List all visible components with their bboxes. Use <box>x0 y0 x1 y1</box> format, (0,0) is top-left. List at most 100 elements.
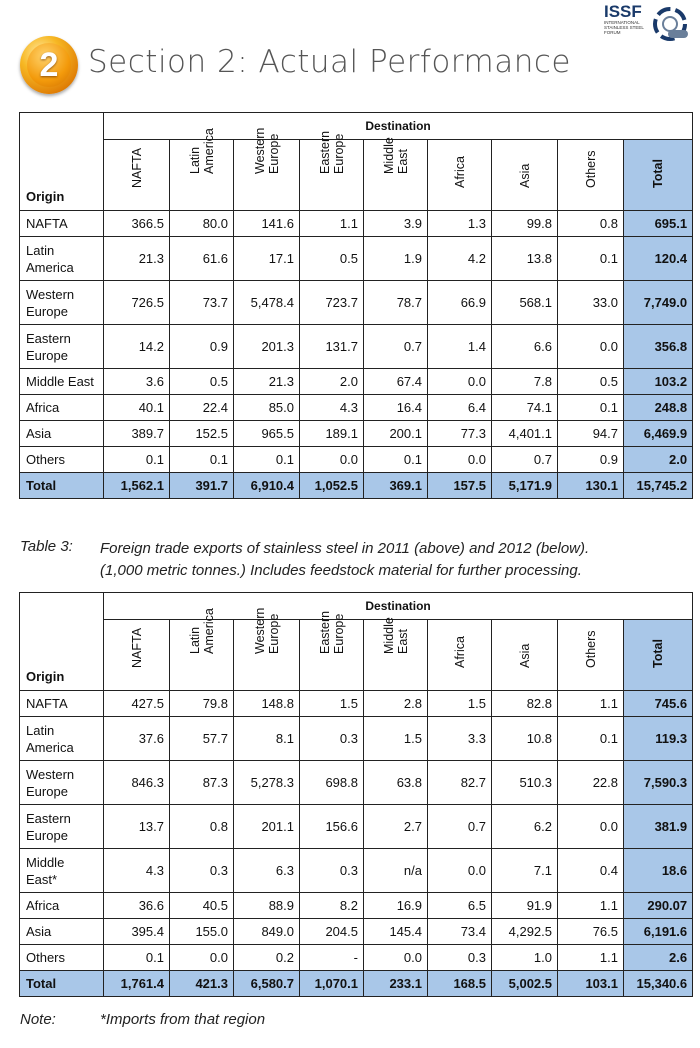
table-cell: 0.5 <box>299 236 364 281</box>
table-cell: 22.8 <box>557 760 624 805</box>
table-row: Asia 395.4 155.0 849.0 204.5 145.4 73.4 4,292.5… <box>19 918 694 945</box>
grand-total: 15,340.6 <box>622 970 694 997</box>
table-cell: 4.2 <box>427 236 492 281</box>
table-cell: 79.8 <box>169 690 234 717</box>
column-label: Total <box>651 159 666 188</box>
total-cell: 6,910.4 <box>233 472 300 499</box>
table-cell: 0.0 <box>299 446 364 473</box>
table-cell: 200.1 <box>363 420 428 447</box>
table-cell: 13.8 <box>491 236 558 281</box>
table-cell: 0.0 <box>363 944 428 971</box>
column-label: Asia <box>517 163 532 188</box>
table-cell: 21.3 <box>233 368 300 395</box>
table-cell: 1.1 <box>557 690 624 717</box>
table-cell: 4,401.1 <box>491 420 558 447</box>
row-total: 6,191.6 <box>622 918 694 945</box>
table-cell: 201.3 <box>233 324 300 369</box>
column-header: Others <box>557 619 624 691</box>
column-label: Total <box>651 639 666 668</box>
column-label: NAFTA <box>129 627 144 668</box>
table-cell: 6.4 <box>427 394 492 421</box>
column-header: Africa <box>427 619 492 691</box>
table-cell: 723.7 <box>299 280 364 325</box>
table-cell: 82.7 <box>427 760 492 805</box>
table-cell: 1.1 <box>299 210 364 237</box>
table-cell: 73.4 <box>427 918 492 945</box>
table-cell: 14.2 <box>103 324 170 369</box>
table-cell: 61.6 <box>169 236 234 281</box>
table-cell: 427.5 <box>103 690 170 717</box>
table-cell: 1.5 <box>299 690 364 717</box>
table-cell: 0.0 <box>169 944 234 971</box>
total-cell: 130.1 <box>557 472 624 499</box>
row-total: 2.6 <box>622 944 694 971</box>
table-cell: 568.1 <box>491 280 558 325</box>
table-cell: 13.7 <box>103 804 170 849</box>
column-label: Asia <box>517 643 532 668</box>
column-header: Eastern Europe <box>299 131 364 211</box>
table-cell: 155.0 <box>169 918 234 945</box>
table-cell: 0.0 <box>557 324 624 369</box>
table-cell: 1.9 <box>363 236 428 281</box>
table-cell: 78.7 <box>363 280 428 325</box>
caption-label: Table 3: <box>20 538 73 555</box>
total-label: Total <box>19 970 104 997</box>
row-origin: Others <box>19 446 104 473</box>
table-row: Western Europe 726.5 73.7 5,478.4 723.7 78.7 6… <box>19 280 694 325</box>
total-cell: 233.1 <box>363 970 428 997</box>
total-cell: 6,580.7 <box>233 970 300 997</box>
page-header: 2 Section 2: Actual Performance ISSF INT… <box>0 0 700 110</box>
column-label: Eastern Europe <box>317 610 346 654</box>
table-cell: 17.1 <box>233 236 300 281</box>
table-cell: 0.8 <box>169 804 234 849</box>
table-cell: 395.4 <box>103 918 170 945</box>
row-origin: Eastern Europe <box>19 324 104 369</box>
destination-header: Destination <box>102 592 694 620</box>
table-row: Middle East 3.6 0.5 21.3 2.0 67.4 0.0 7.8 0.5 103… <box>19 368 694 395</box>
table-cell: 148.8 <box>233 690 300 717</box>
column-header: Asia <box>491 619 558 691</box>
table-cell: 0.9 <box>169 324 234 369</box>
table-cell: 0.1 <box>233 446 300 473</box>
table-cell: 82.8 <box>491 690 558 717</box>
table-cell: 57.7 <box>169 716 234 761</box>
caption-text: Foreign trade exports of stainless steel… <box>100 540 590 579</box>
table-cell: 131.7 <box>299 324 364 369</box>
logo-subtext: INTERNATIONAL STAINLESS STEEL FORUM <box>604 20 644 35</box>
table-cell: 1.5 <box>363 716 428 761</box>
column-label: Eastern Europe <box>317 130 346 174</box>
table-cell: 91.9 <box>491 892 558 919</box>
row-total: 356.8 <box>622 324 694 369</box>
total-cell: 157.5 <box>427 472 492 499</box>
column-label: Middle East <box>381 617 410 654</box>
row-total: 120.4 <box>622 236 694 281</box>
row-origin: Latin America <box>19 236 104 281</box>
column-label: Latin America <box>187 128 216 174</box>
table-cell: 74.1 <box>491 394 558 421</box>
table-cell: 37.6 <box>103 716 170 761</box>
table-row: Others 0.1 0.0 0.2-0.0 0.3 1.0 1.1 2.6 <box>19 944 694 971</box>
table-cell: 87.3 <box>169 760 234 805</box>
row-total: 695.1 <box>622 210 694 237</box>
row-origin: Middle East <box>19 368 104 395</box>
table-cell: 4,292.5 <box>491 918 558 945</box>
table-cell: 40.1 <box>103 394 170 421</box>
column-header: Middle East <box>363 137 428 211</box>
row-total: 119.3 <box>622 716 694 761</box>
table-cell: 21.3 <box>103 236 170 281</box>
table-cell: 0.7 <box>363 324 428 369</box>
row-origin: Middle East* <box>19 848 104 893</box>
page-title: Section 2: Actual Performance <box>88 44 571 80</box>
row-total: 248.8 <box>622 394 694 421</box>
column-label: Africa <box>452 156 467 188</box>
table-cell: 0.8 <box>557 210 624 237</box>
table-cell: 66.9 <box>427 280 492 325</box>
table-cell: 0.9 <box>557 446 624 473</box>
total-cell: 168.5 <box>427 970 492 997</box>
row-total: 18.6 <box>622 848 694 893</box>
table-cell: 0.1 <box>557 394 624 421</box>
table-cell: 0.3 <box>299 716 364 761</box>
table-cell: 63.8 <box>363 760 428 805</box>
section-number: 2 <box>39 46 59 84</box>
table-cell: 366.5 <box>103 210 170 237</box>
